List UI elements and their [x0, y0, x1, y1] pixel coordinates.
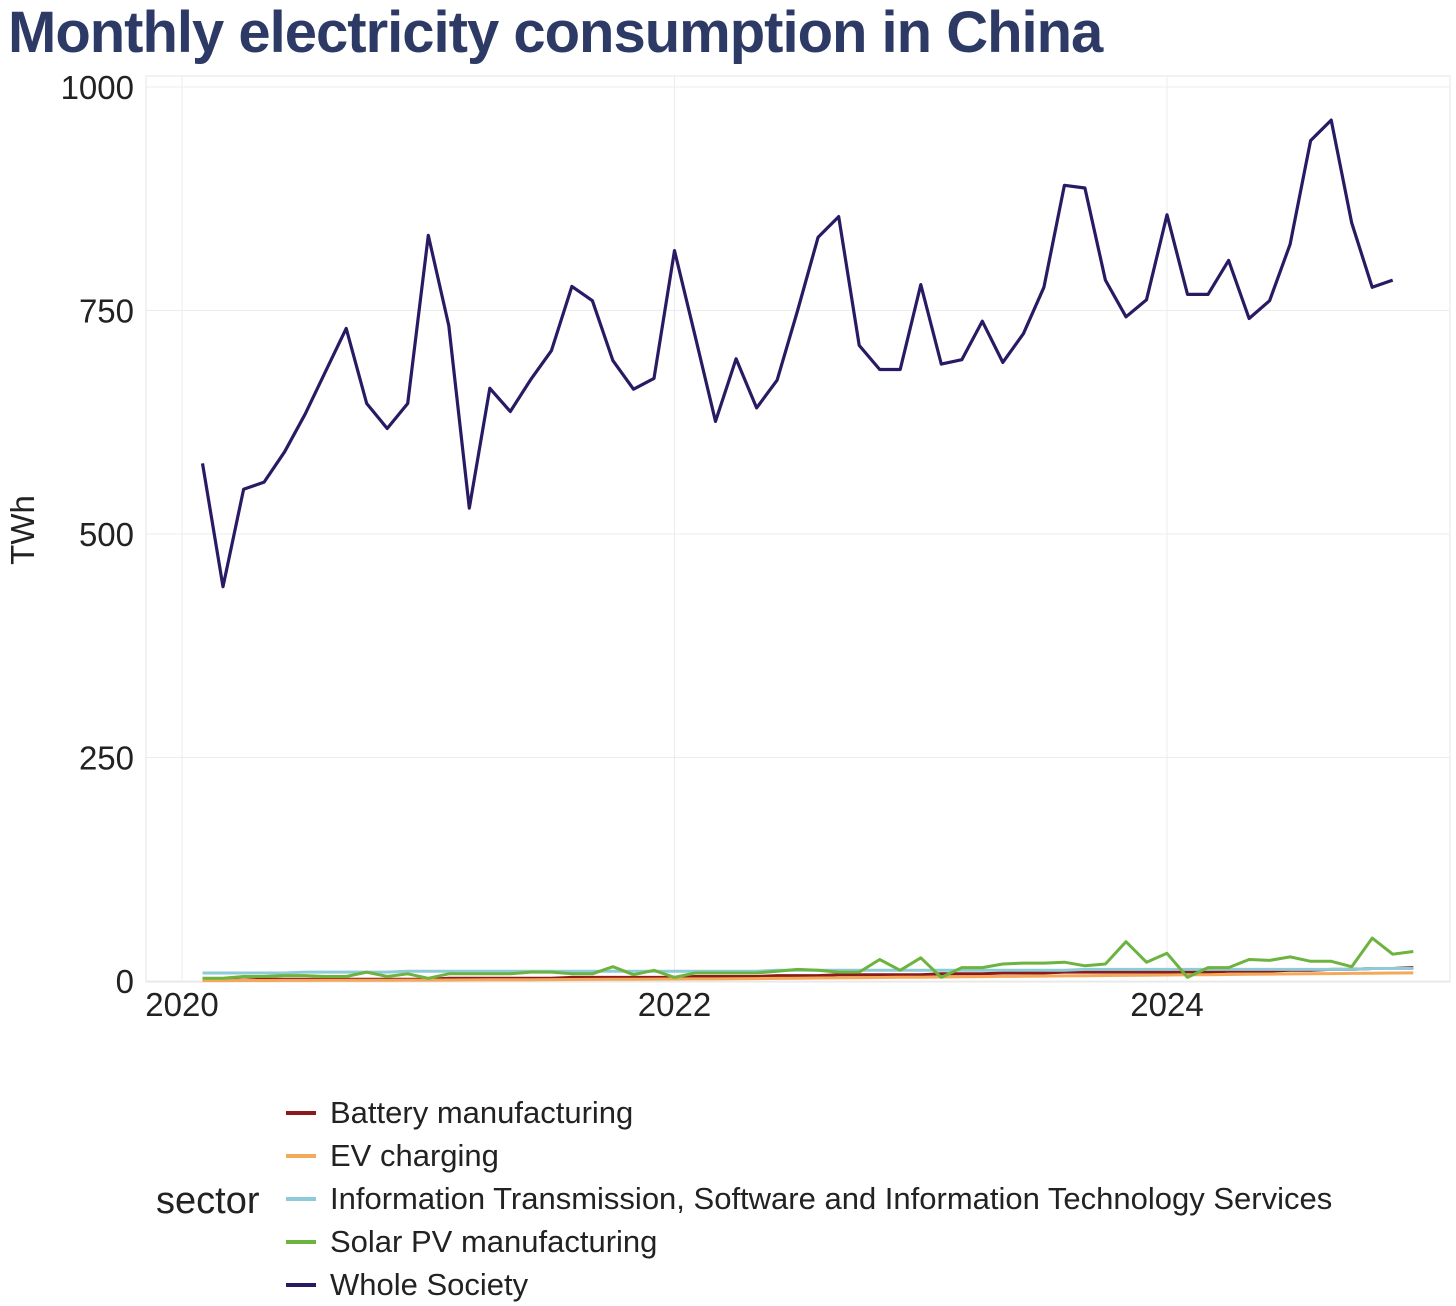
legend-label-battery: Battery manufacturing — [330, 1095, 634, 1130]
legend-item-battery: Battery manufacturing — [286, 1092, 633, 1134]
y-tick-label: 750 — [79, 293, 134, 330]
legend-swatch-battery — [286, 1111, 316, 1115]
chart-title: Monthly electricity consumption in China — [8, 0, 1103, 65]
legend-swatch-solar — [286, 1240, 316, 1244]
solar-pv-line — [202, 936, 1414, 980]
x-axis-ticks: 2020 2022 2024 — [145, 986, 1203, 1023]
y-tick-label: 500 — [79, 516, 134, 553]
grid-lines — [146, 76, 1450, 982]
series-lines — [200, 118, 1414, 983]
legend-title: sector — [156, 1180, 260, 1222]
legend: sector Battery manufacturing EV charging… — [156, 1092, 1446, 1302]
plot-panel — [145, 75, 1451, 983]
legend-item-solar: Solar PV manufacturing — [286, 1221, 657, 1263]
legend-swatch-whole-society — [286, 1283, 316, 1287]
legend-label-it: Information Transmission, Software and I… — [330, 1181, 1333, 1216]
y-tick-label: 0 — [116, 963, 134, 1000]
legend-item-whole-society: Whole Society — [286, 1264, 528, 1306]
legend-swatch-it — [286, 1197, 316, 1201]
x-tick-label: 2020 — [145, 986, 218, 1023]
y-axis-title: TWh — [4, 495, 41, 565]
whole-society-line — [200, 118, 1394, 589]
legend-item-it: Information Transmission, Software and I… — [286, 1178, 1332, 1220]
x-tick-label: 2024 — [1130, 986, 1203, 1023]
ev-charging-line — [202, 971, 1414, 983]
y-tick-label: 250 — [79, 740, 134, 777]
legend-label-whole-society: Whole Society — [330, 1267, 529, 1302]
legend-swatch-ev — [286, 1154, 316, 1158]
y-tick-label: 1000 — [61, 69, 134, 106]
y-axis-ticks: 0 250 500 750 1000 — [61, 69, 134, 1000]
legend-label-solar: Solar PV manufacturing — [330, 1224, 658, 1259]
legend-item-ev: EV charging — [286, 1135, 499, 1177]
x-tick-label: 2022 — [638, 986, 711, 1023]
legend-label-ev: EV charging — [330, 1138, 499, 1173]
